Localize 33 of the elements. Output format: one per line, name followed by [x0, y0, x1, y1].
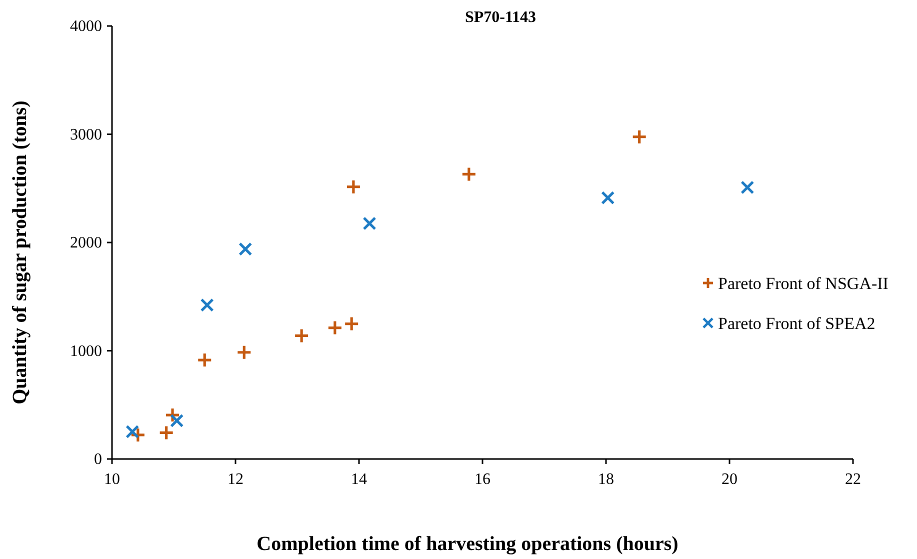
point [126, 424, 140, 439]
point [158, 424, 174, 440]
point [238, 242, 252, 256]
x-tick-label: 22 [845, 471, 861, 488]
point [200, 298, 214, 312]
point [362, 216, 376, 230]
point [632, 129, 648, 145]
y-tick-label: 1000 [70, 342, 102, 360]
x-tick-label: 18 [598, 471, 614, 488]
point [601, 190, 615, 205]
x-tick-label: 14 [351, 471, 367, 488]
chart-title: SP70-1143 [464, 9, 536, 26]
legend-label: Pareto Front of SPEA2 [718, 314, 876, 333]
legend-label: Pareto Front of NSGA-II [718, 274, 889, 293]
point [346, 179, 362, 195]
x-tick-label: 20 [722, 471, 738, 488]
x-tick-label: 12 [228, 471, 244, 488]
point [170, 414, 184, 428]
point [236, 344, 252, 360]
point [196, 352, 212, 368]
point [294, 328, 310, 344]
point [327, 320, 343, 336]
x-tick-label: 16 [474, 471, 490, 488]
x-axis-title: Completion time of harvesting operations (hours) [256, 533, 678, 555]
x-tick-label: 10 [104, 471, 120, 488]
point [344, 316, 360, 332]
y-tick-label: 2000 [70, 234, 102, 252]
y-tick-label: 4000 [70, 18, 102, 35]
y-tick-label: 0 [94, 451, 102, 468]
y-tick-label: 3000 [70, 126, 102, 144]
point [740, 180, 754, 194]
y-axis-title: Quantity of sugar production (tons) [9, 100, 31, 404]
point [461, 166, 477, 182]
